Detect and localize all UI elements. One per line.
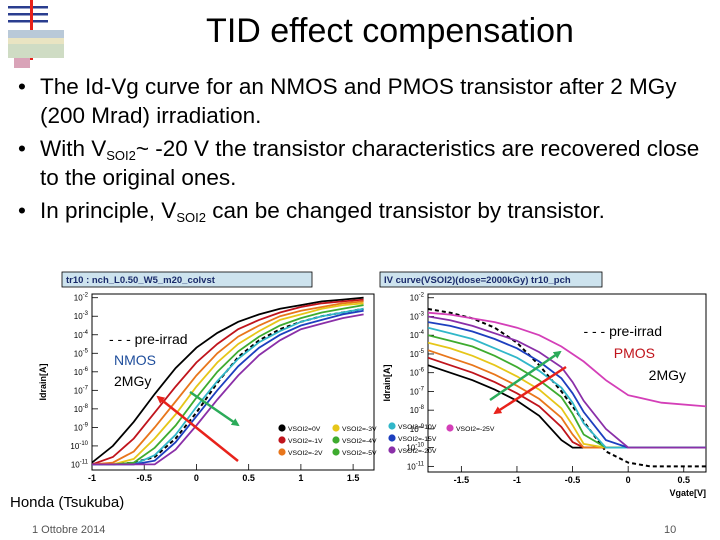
bullet-dot: • xyxy=(18,198,26,223)
legend-label: VSOI2=0V xyxy=(288,426,321,433)
bullet-text: The Id-Vg curve for an NMOS and PMOS tra… xyxy=(40,74,677,128)
legend-marker xyxy=(388,446,396,454)
y-tick-label: 10-11 xyxy=(407,461,425,471)
legend-marker xyxy=(278,424,286,432)
x-tick-label: 1 xyxy=(298,473,303,483)
series-group xyxy=(92,296,364,466)
series-line xyxy=(428,311,706,408)
legend-marker xyxy=(446,424,454,432)
x-tick-label: 1.5 xyxy=(347,473,360,483)
x-tick-label: -0.5 xyxy=(136,473,152,483)
page-number: 10 xyxy=(664,524,677,536)
bullet-item: • The Id-Vg curve for an NMOS and PMOS tr… xyxy=(18,72,708,130)
x-tick-label: -1 xyxy=(513,475,521,485)
y-tick-label: 10-8 xyxy=(74,404,89,414)
chart-annotation: NMOS xyxy=(114,352,156,368)
series-line xyxy=(92,307,364,466)
legend-label: VSOI2=-20V xyxy=(398,448,437,455)
author-affiliation: Honda (Tsukuba) xyxy=(10,494,125,511)
bullet-list: • The Id-Vg curve for an NMOS and PMOS tr… xyxy=(18,72,708,229)
x-tick-label: -1 xyxy=(88,473,96,483)
pmos-idvg-plot: IV curve(VSOI2)(dose=2000kGy) tr10_pch 10… xyxy=(379,271,707,498)
vsoi2-legend: VSOI2=0V VSOI2=-1V VSOI2=-2V VSOI2=-3V VSOI2… xyxy=(278,422,495,457)
y-tick-label: 10-8 xyxy=(410,405,425,415)
y-tick-label: 10-3 xyxy=(74,311,89,321)
series-line xyxy=(92,304,364,466)
legend-label: VSOI2=-10V xyxy=(398,424,437,431)
chart-annotation: PMOS xyxy=(614,345,655,361)
bullet-text: ~ -20 V the transistor characteristics a… xyxy=(40,136,700,190)
y-tick-label: 10-4 xyxy=(410,330,425,340)
slide-title: TID effect compensation xyxy=(206,12,574,50)
bullet-item: • With VSOI2~ -20 V the transistor charac… xyxy=(18,134,708,192)
chart-title-box xyxy=(379,271,603,288)
subscript-text: SOI2 xyxy=(176,210,206,225)
chart-title-box xyxy=(61,271,313,288)
legend-label: VSOI2=-25V xyxy=(456,426,495,433)
legend-marker xyxy=(278,436,286,444)
legend-label: VSOI2=-4V xyxy=(342,438,377,445)
y-tick-label: 10-7 xyxy=(74,385,89,395)
y-axis-label: Idrain[A] xyxy=(382,364,392,401)
legend-label: VSOI2=-1V xyxy=(288,438,323,445)
y-tick-label: 10-5 xyxy=(410,349,425,359)
chart-title: IV curve(VSOI2)(dose=2000kGy) tr10_pch xyxy=(384,275,571,286)
y-tick-label: 10-3 xyxy=(410,311,425,321)
soi-structure-logo xyxy=(8,0,64,68)
subscript-text: SOI2 xyxy=(106,148,136,163)
series-line xyxy=(92,300,364,466)
x-tick-label: 0 xyxy=(194,473,199,483)
series-line xyxy=(92,302,364,466)
bullet-text: In principle, V xyxy=(40,198,177,223)
legend-label: VSOI2=-5V xyxy=(342,450,377,457)
legend-marker xyxy=(388,434,396,442)
y-tick-label: 10-7 xyxy=(410,386,425,396)
chart-annotation: 2MGy xyxy=(649,367,686,383)
legend-marker xyxy=(278,448,286,456)
chart-annotation: - - - pre-irrad xyxy=(583,323,662,339)
bullet-item: • In principle, VSOI2 can be changed tran… xyxy=(18,196,708,225)
y-tick-label: 10-10 xyxy=(70,441,88,451)
y-axis-label: Idrain[A] xyxy=(38,363,48,400)
x-tick-label: 0.5 xyxy=(242,473,255,483)
y-tick-label: 10-10 xyxy=(406,443,424,453)
legend-marker xyxy=(388,422,396,430)
y-tick-label: 10-11 xyxy=(71,459,89,469)
chart-title: tr10 : nch_L0.50_W5_m20_colvst xyxy=(66,275,216,286)
chart-annotation: 2MGy xyxy=(114,373,151,389)
bullet-dot: • xyxy=(18,136,26,161)
y-tick-label: 10-9 xyxy=(410,424,425,434)
y-tick-label: 10-2 xyxy=(74,293,89,303)
bullet-dot: • xyxy=(18,74,26,99)
y-tick-label: 10-9 xyxy=(74,422,89,432)
x-tick-label: 0 xyxy=(626,475,631,485)
legend-label: VSOI2=-2V xyxy=(288,450,323,457)
chart-annotation: - - - pre-irrad xyxy=(109,331,188,347)
y-tick-label: 10-6 xyxy=(410,368,425,378)
plot-frame xyxy=(427,293,707,473)
y-tick-label: 10-5 xyxy=(74,348,89,358)
x-tick-label: -1.5 xyxy=(454,475,470,485)
y-tick-label: 10-4 xyxy=(74,330,89,340)
legend-marker xyxy=(332,424,340,432)
footer-date: 1 Ottobre 2014 xyxy=(32,524,106,536)
series-line xyxy=(92,313,364,466)
y-tick-label: 10-2 xyxy=(410,293,425,303)
series-line xyxy=(428,308,706,468)
bullet-text: can be changed transistor by transistor. xyxy=(205,198,605,223)
x-tick-label: 0.5 xyxy=(678,475,691,485)
legend-label: VSOI2=-15V xyxy=(398,436,437,443)
legend-label: VSOI2=-3V xyxy=(342,426,377,433)
x-tick-label: -0.5 xyxy=(565,475,581,485)
legend-marker xyxy=(332,448,340,456)
series-line xyxy=(92,296,364,464)
legend-marker xyxy=(332,436,340,444)
nmos-idvg-plot: tr10 : nch_L0.50_W5_m20_colvst10-210-310… xyxy=(38,271,375,483)
y-tick-label: 10-6 xyxy=(74,367,89,377)
bullet-text: With V xyxy=(40,136,107,161)
x-axis-label: Vgate[V] xyxy=(669,488,706,498)
series-line xyxy=(92,298,364,466)
